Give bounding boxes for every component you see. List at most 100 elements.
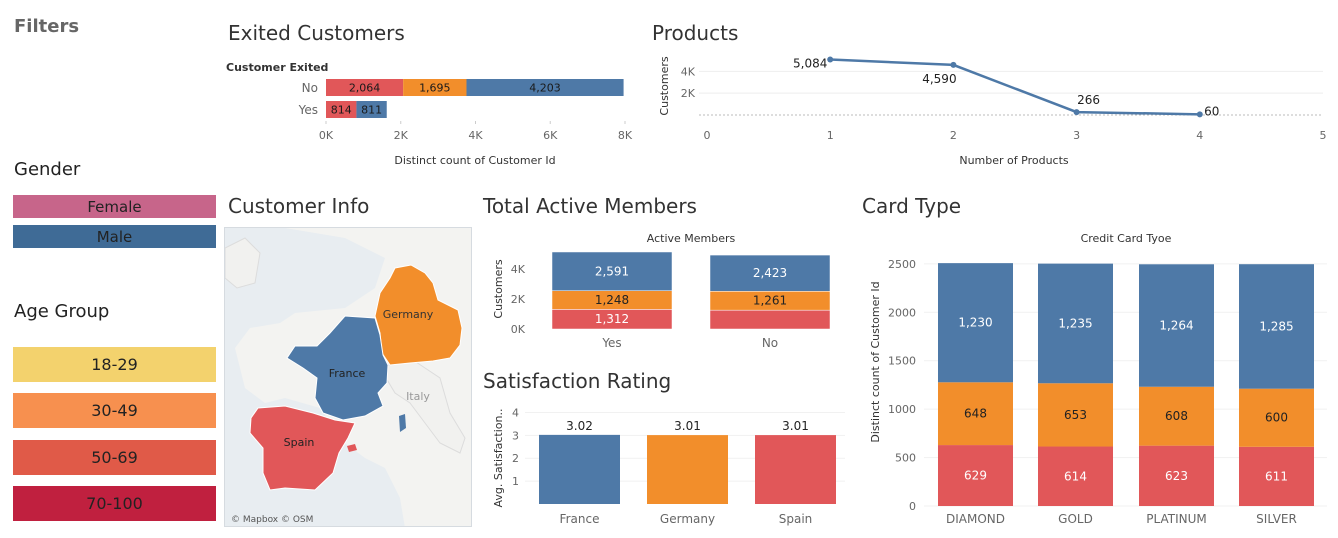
age-filter-70-100[interactable]: 70-100 xyxy=(13,486,216,521)
products-point-label: 5,084 xyxy=(793,57,827,71)
products-x-tick-label: 5 xyxy=(1320,129,1327,142)
active-segment-label: 2,591 xyxy=(595,264,629,278)
map-region-balearic xyxy=(347,444,357,452)
card-category-label: GOLD xyxy=(1058,512,1093,526)
card-segment-label: 1,264 xyxy=(1159,319,1193,333)
card-segment-label: 623 xyxy=(1165,469,1188,483)
card-bar-segment xyxy=(938,263,1013,383)
products-point-label: 60 xyxy=(1204,104,1219,118)
customer-map[interactable]: Germany France Spain Italy © Mapbox © OS… xyxy=(224,227,472,527)
age-filter-30-49[interactable]: 30-49 xyxy=(13,393,216,428)
exited-x-tick-label: 6K xyxy=(543,129,558,142)
gender-filter-female[interactable]: Female xyxy=(13,195,216,218)
card-bar-segment xyxy=(1038,263,1113,384)
satisfaction-y-tick-label: 3 xyxy=(512,429,519,442)
map-italy-land xyxy=(379,357,466,454)
products-point xyxy=(1196,111,1203,118)
products-y-tick-label: 2K xyxy=(681,87,696,100)
card-type-chart: Credit Card Tyoe Distinct count of Custom… xyxy=(869,232,1327,526)
card-bar-segment xyxy=(1239,446,1314,506)
products-title: Products xyxy=(652,21,739,45)
exited-bar-segment xyxy=(403,79,467,96)
card-category-label: PLATINUM xyxy=(1146,512,1206,526)
map-label-italy: Italy xyxy=(406,390,430,403)
products-point xyxy=(950,61,957,68)
card-bar-segment xyxy=(1038,446,1113,506)
card-segment-label: 1,285 xyxy=(1259,319,1293,333)
exited-x-tick-label: 0K xyxy=(319,129,334,142)
satisfaction-value-label: 3.01 xyxy=(674,419,701,433)
active-members-chart: Active Members Customers 0K 2K 4K 1,312 1,248 2… xyxy=(492,232,831,350)
gender-filter-title: Gender xyxy=(14,159,81,180)
exited-bar-segment xyxy=(326,79,404,96)
gender-filter-male[interactable]: Male xyxy=(13,225,216,248)
active-header: Active Members xyxy=(647,232,736,245)
satisfaction-bar xyxy=(539,434,620,504)
satisfaction-y-tick-label: 4 xyxy=(512,406,519,419)
card-bar-segment xyxy=(938,382,1013,446)
products-point xyxy=(827,56,834,63)
exited-x-tick-label: 8K xyxy=(618,129,633,142)
card-y-tick-label: 1500 xyxy=(888,355,916,368)
card-bar-segment xyxy=(1038,383,1113,447)
active-category-label: No xyxy=(762,336,778,350)
satisfaction-bar xyxy=(755,435,836,504)
products-y-axis-label: Customers xyxy=(658,56,671,115)
products-chart: 2K 4K Customers 0 1 2 3 4 5 Number of Products 5,0… xyxy=(658,56,1327,167)
products-point-label: 266 xyxy=(1077,93,1100,107)
satisfaction-category-label: France xyxy=(560,512,600,526)
exited-customers-chart: Customer Exited No 2,064 1,695 4,203 Yes 814 81… xyxy=(226,61,633,167)
active-y-tick-label: 4K xyxy=(511,263,526,276)
exited-segment-label: 814 xyxy=(331,104,352,117)
card-y-axis-label: Distinct count of Customer Id xyxy=(869,281,882,442)
active-category-label: Yes xyxy=(601,336,621,350)
card-bar-segment xyxy=(1139,264,1214,387)
active-segment-label: 2,423 xyxy=(753,266,787,280)
card-segment-label: 1,230 xyxy=(958,316,992,330)
satisfaction-y-tick-label: 2 xyxy=(512,452,519,465)
active-bar-segment xyxy=(551,251,673,291)
card-category-label: DIAMOND xyxy=(946,512,1005,526)
map-region-corsica xyxy=(399,414,406,432)
card-bar-segment xyxy=(1139,386,1214,446)
active-segment-label: 1,312 xyxy=(595,312,629,326)
map-region-spain xyxy=(249,405,356,491)
card-y-tick-label: 2000 xyxy=(888,306,916,319)
card-segment-label: 648 xyxy=(964,407,987,421)
satisfaction-value-label: 3.01 xyxy=(782,419,809,433)
products-x-tick-label: 4 xyxy=(1196,129,1203,142)
exited-segment-label: 4,203 xyxy=(529,82,561,95)
products-point xyxy=(1073,109,1080,116)
active-bar-segment xyxy=(709,254,831,292)
products-y-tick-label: 4K xyxy=(681,65,696,78)
active-y-tick-label: 2K xyxy=(511,293,526,306)
active-bar-segment xyxy=(709,309,831,330)
exited-x-tick-label: 2K xyxy=(394,129,409,142)
map-uk-land xyxy=(225,237,261,289)
card-y-tick-label: 2500 xyxy=(888,258,916,271)
satisfaction-bar xyxy=(647,435,728,504)
exited-customers-title: Exited Customers xyxy=(228,21,405,45)
active-y-tick-label: 0K xyxy=(511,323,526,336)
card-y-tick-label: 500 xyxy=(895,452,916,465)
map-label-france: France xyxy=(329,367,366,380)
satisfaction-value-label: 3.02 xyxy=(566,419,593,433)
card-segment-label: 1,235 xyxy=(1058,316,1092,330)
active-members-title: Total Active Members xyxy=(483,194,697,218)
satisfaction-y-tick-label: 1 xyxy=(512,475,519,488)
exited-x-axis-label: Distinct count of Customer Id xyxy=(394,154,555,167)
card-bar-segment xyxy=(1239,388,1314,447)
age-filter-18-29[interactable]: 18-29 xyxy=(13,347,216,382)
exited-x-tick-label: 4K xyxy=(468,129,483,142)
age-filter-50-69[interactable]: 50-69 xyxy=(13,440,216,475)
age-filter-title: Age Group xyxy=(14,301,110,322)
card-y-tick-label: 1000 xyxy=(888,403,916,416)
filters-title: Filters xyxy=(14,16,80,37)
customer-info-title: Customer Info xyxy=(228,194,370,218)
exited-category-label: Yes xyxy=(298,103,318,117)
card-bar-segment xyxy=(1239,264,1314,389)
exited-segment-label: 811 xyxy=(361,104,382,117)
exited-bar-segment xyxy=(326,101,357,118)
card-bar-segment xyxy=(938,445,1013,506)
exited-bar-segment xyxy=(356,101,387,118)
